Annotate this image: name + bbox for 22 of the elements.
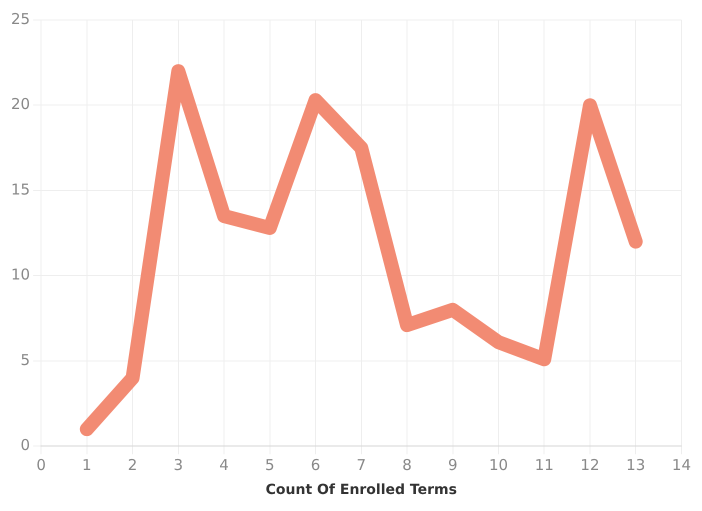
x-tick-label: 10 [488, 456, 508, 474]
y-tick-label: 5 [20, 350, 30, 369]
x-tick-label: 13 [626, 456, 646, 474]
x-tick-label: 2 [128, 456, 138, 474]
x-tick-label: 8 [402, 456, 412, 474]
x-tick-label: 6 [310, 456, 320, 474]
y-tick-label: 20 [10, 95, 30, 114]
x-tick-label: 11 [534, 456, 554, 474]
y-tick-label: 0 [20, 436, 30, 454]
y-tick-label: 15 [10, 180, 30, 198]
x-tick-label: 14 [672, 456, 692, 474]
x-axis-title: Count Of Enrolled Terms [266, 482, 457, 498]
x-tick-label: 9 [448, 456, 458, 474]
x-tick-label: 3 [174, 456, 184, 474]
x-tick-label: 4 [219, 456, 229, 474]
y-tick-label: 25 [10, 10, 30, 28]
x-tick-label: 12 [580, 456, 600, 474]
x-tick-label: 5 [265, 456, 275, 474]
x-tick-label: 1 [82, 456, 92, 474]
y-tick-label: 10 [10, 266, 30, 284]
x-tick-label: 7 [356, 456, 366, 474]
x-tick-label: 0 [36, 456, 46, 474]
